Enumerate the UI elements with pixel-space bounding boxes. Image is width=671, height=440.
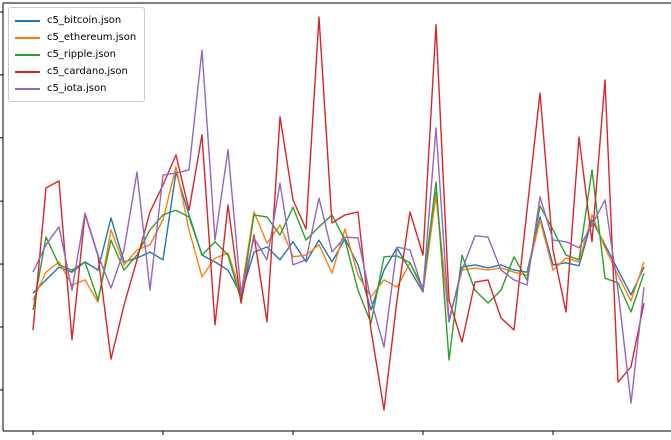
legend-line-swatch [15,19,40,22]
legend-label: c5_ripple.json [47,49,116,60]
legend-label: c5_iota.json [47,83,107,94]
legend-item: c5_bitcoin.json [15,12,136,29]
legend-label: c5_ethereum.json [47,32,137,43]
legend-label: c5_cardano.json [47,66,128,77]
series-line-c5-iota-json [32,49,645,404]
series-line-c5-cardano-json [32,16,645,411]
legend-item: c5_ripple.json [15,46,136,63]
legend-item: c5_iota.json [15,80,136,97]
legend-item: c5_cardano.json [15,63,136,80]
legend-item: c5_ethereum.json [15,29,136,46]
legend-line-swatch [15,36,40,39]
legend-line-swatch [15,87,40,90]
series-line-c5-ripple-json [32,169,645,361]
legend-label: c5_bitcoin.json [47,15,122,26]
legend-line-swatch [15,53,40,56]
legend-line-swatch [15,70,40,73]
series-line-c5-ethereum-json [32,166,645,321]
legend: c5_bitcoin.json c5_ethereum.json c5_ripple… [8,7,146,102]
